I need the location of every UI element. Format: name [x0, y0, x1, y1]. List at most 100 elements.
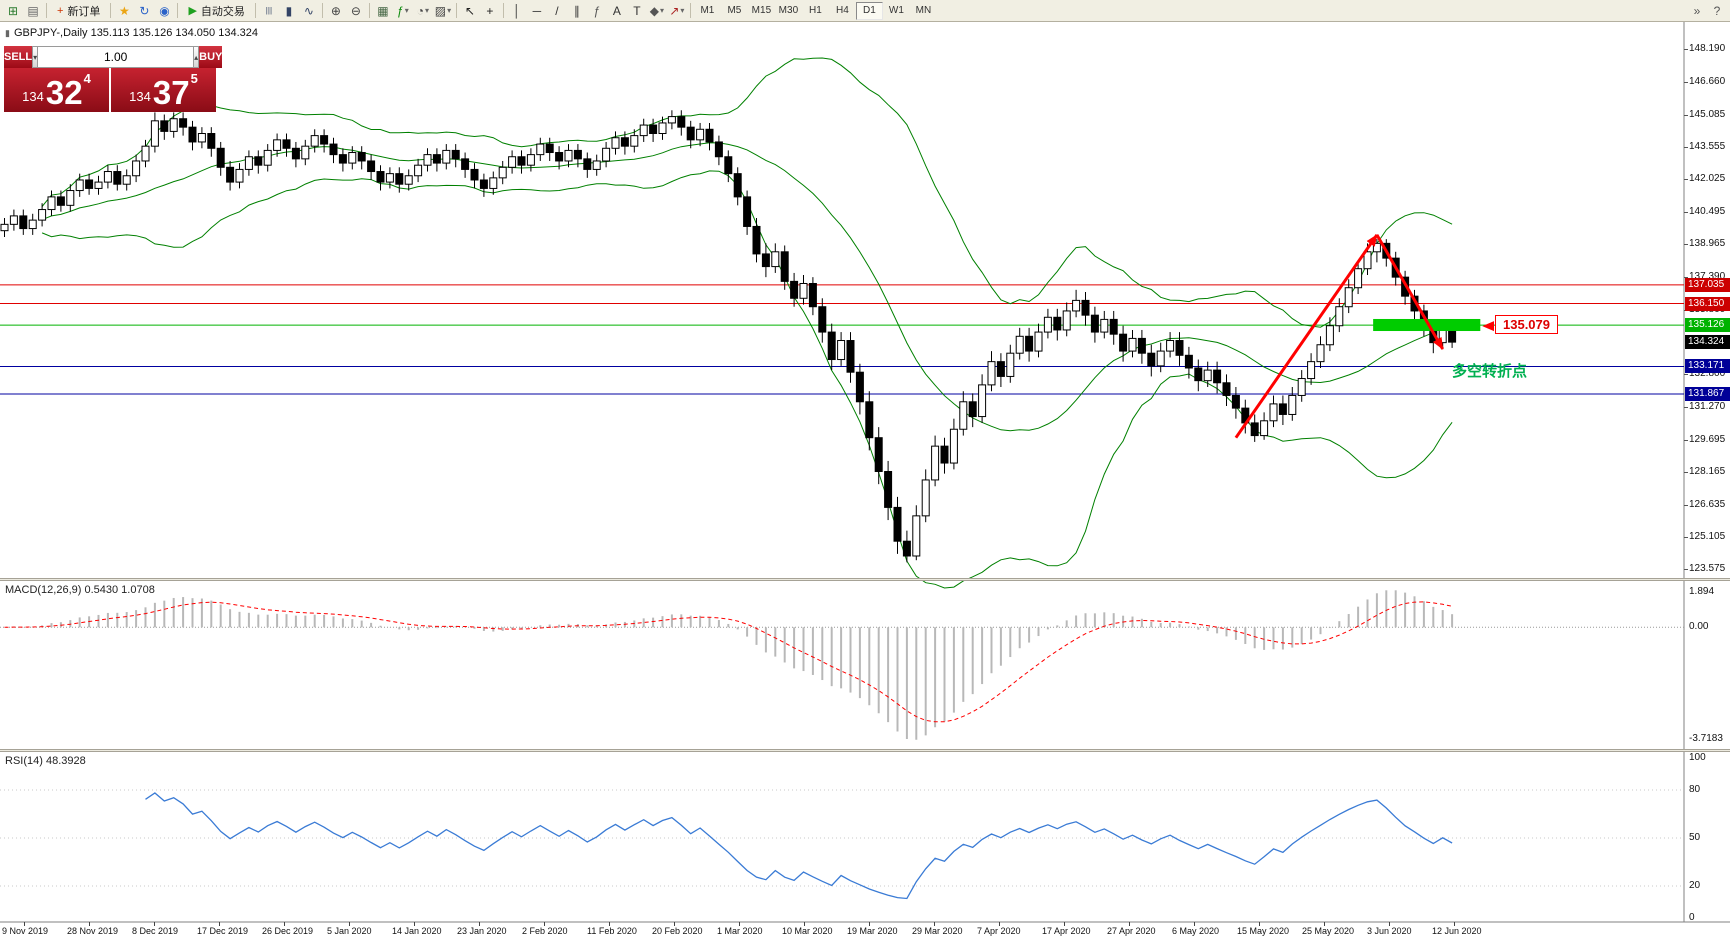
toolbar-overflow-icon[interactable]: » — [1693, 3, 1701, 18]
chart-title-text: GBPJPY-,Daily 135.113 135.126 134.050 13… — [13, 27, 258, 39]
macd-label: MACD(12,26,9) 0.5430 1.0708 — [5, 584, 155, 596]
timeframe-M1[interactable]: M1 — [700, 5, 715, 16]
trendline-icon-glyph: / — [555, 3, 559, 18]
vertical-line-icon-glyph: │ — [513, 3, 521, 18]
volume-increase-button[interactable]: ▴ — [193, 46, 200, 68]
text-icon-glyph: A — [612, 3, 621, 18]
toolbar-separator — [177, 3, 179, 18]
crosshair-icon[interactable]: + — [480, 2, 500, 20]
chart-profiles-icon[interactable]: ▤ — [23, 2, 43, 20]
shapes-icon-glyph: ◆ — [649, 3, 660, 18]
timeframe-H4[interactable]: H4 — [836, 5, 849, 16]
chart-profiles-icon-glyph: ▤ — [27, 3, 39, 18]
templates-icon-glyph: ▨ — [434, 3, 447, 18]
timeframe-MN[interactable]: MN — [915, 5, 932, 16]
favorites-icon-glyph: ★ — [119, 3, 130, 18]
data-window-icon-glyph: ◉ — [159, 3, 170, 18]
data-window-icon[interactable]: ◉ — [154, 2, 174, 20]
fibonacci-icon-glyph: ƒ — [593, 3, 601, 18]
toolbar-separator — [368, 3, 370, 18]
periods-icon-glyph: ◔ — [416, 3, 425, 18]
sell-price-big: 32 — [45, 74, 83, 111]
refresh-icon-glyph: ↻ — [139, 3, 150, 18]
equidistant-channel-icon[interactable]: ∥ — [567, 2, 587, 20]
sell-button[interactable]: SELL — [4, 46, 33, 68]
refresh-icon[interactable]: ↻ — [134, 2, 154, 20]
zoom-in-icon[interactable]: ⊕ — [326, 2, 346, 20]
new-order-button[interactable]: + 新订单 — [50, 2, 107, 20]
auto-trading-button-label: 自动交易 — [200, 5, 245, 18]
shapes-icon-dropdown[interactable]: ▾ — [660, 6, 665, 15]
toolbar-separator — [110, 3, 112, 18]
timeframe-W1[interactable]: W1 — [888, 5, 904, 16]
shapes-icon[interactable]: ◆ ▾ — [647, 2, 667, 20]
turning-point-label[interactable]: 多空转折点 — [1452, 363, 1528, 380]
timeframe-H1[interactable]: H1 — [809, 5, 822, 16]
buy-price-prefix: 134 — [129, 89, 151, 104]
indicators-icon-dropdown[interactable]: ▾ — [404, 6, 409, 15]
horizontal-line-icon[interactable]: ─ — [527, 2, 547, 20]
timeframe-D1[interactable]: D1 — [855, 1, 883, 20]
cursor-icon-glyph: ↖ — [464, 3, 475, 18]
help-icon[interactable]: ? — [1713, 3, 1721, 18]
timeframe-M5[interactable]: M5 — [727, 5, 742, 16]
line-chart-icon[interactable]: ∿ — [299, 2, 319, 20]
templates-icon[interactable]: ▨ ▾ — [433, 2, 453, 20]
candle-chart-icon[interactable]: ▮ — [279, 2, 299, 20]
bar-chart-icon-glyph: ||| — [265, 6, 273, 15]
horizontal-line-icon-glyph: ─ — [532, 3, 542, 18]
arrows-icon-glyph: ↗ — [669, 3, 680, 18]
zoom-out-icon-glyph: ⊖ — [350, 3, 361, 18]
fibonacci-icon[interactable]: ƒ — [587, 2, 607, 20]
timeframe-M15[interactable]: M15 — [751, 5, 772, 16]
tile-windows-icon-glyph: ▦ — [377, 3, 389, 18]
templates-icon-dropdown[interactable]: ▾ — [447, 6, 452, 15]
rsi-label: RSI(14) 48.3928 — [5, 755, 86, 767]
sell-price-prefix: 134 — [22, 89, 44, 104]
cursor-icon[interactable]: ↖ — [460, 2, 480, 20]
price-axis[interactable] — [1684, 22, 1730, 922]
time-axis[interactable] — [0, 922, 1684, 942]
buy-button[interactable]: BUY — [199, 46, 223, 68]
price-callout[interactable]: 135.079 — [1495, 315, 1558, 335]
tile-windows-icon[interactable]: ▦ — [373, 2, 393, 20]
periods-icon[interactable]: ◔ ▾ — [413, 2, 433, 20]
one-click-trading-panel: SELL ▾ ▴ BUY 134 32 4 134 37 5 — [4, 46, 223, 112]
indicators-icon[interactable]: ƒ ▾ — [393, 2, 413, 20]
new-chart-icon[interactable]: ⊞ — [3, 2, 23, 20]
pane-splitter-rsi[interactable] — [0, 749, 1730, 752]
crosshair-icon-glyph: + — [486, 3, 494, 18]
volume-input[interactable] — [38, 46, 194, 68]
toolbar-separator — [455, 3, 457, 18]
trendline-icon[interactable]: / — [547, 2, 567, 20]
vertical-line-icon[interactable]: │ — [507, 2, 527, 20]
volume-decrease-button[interactable]: ▾ — [32, 46, 39, 68]
auto-trading-button[interactable]: ▶ 自动交易 — [181, 2, 251, 20]
text-label-icon-glyph: T — [633, 3, 641, 18]
arrows-icon[interactable]: ↗ ▾ — [667, 2, 687, 20]
sell-price-button[interactable]: 134 32 4 — [4, 68, 109, 112]
periods-icon-dropdown[interactable]: ▾ — [425, 6, 430, 15]
buy-price-button[interactable]: 134 37 5 — [111, 68, 216, 112]
chart-icon: ▮ — [5, 27, 10, 38]
new-order-button-label: 新订单 — [67, 5, 101, 18]
chart-title: ▮ GBPJPY-,Daily 135.113 135.126 134.050 … — [5, 27, 258, 39]
auto-trading-glyph: ▶ — [188, 5, 197, 17]
toolbar: ⊞ ▤ + 新订单 ★ ↻ ◉ ▶ 自动交易 ||| ▮ ∿ ⊕ ⊖ ▦ ƒ ▾ ◔ ▾ ▨ ▾ ↖ + │ ─ / ∥ ƒ A T ◆ ▾ ↗… — [0, 0, 1730, 22]
timeframe-M30[interactable]: M30 — [778, 5, 799, 16]
zoom-out-icon[interactable]: ⊖ — [346, 2, 366, 20]
text-icon[interactable]: A — [607, 2, 627, 20]
indicators-icon-glyph: ƒ — [397, 3, 404, 18]
bar-chart-icon[interactable]: ||| — [259, 2, 279, 20]
favorites-icon[interactable]: ★ — [114, 2, 134, 20]
equidistant-channel-icon-glyph: ∥ — [573, 3, 580, 18]
buy-price-big: 37 — [152, 74, 190, 111]
arrows-icon-dropdown[interactable]: ▾ — [680, 6, 685, 15]
text-label-icon[interactable]: T — [627, 2, 647, 20]
toolbar-separator — [321, 3, 323, 18]
new-chart-icon-glyph: ⊞ — [7, 3, 19, 18]
pane-splitter-macd[interactable] — [0, 578, 1730, 581]
toolbar-separator — [254, 3, 256, 18]
